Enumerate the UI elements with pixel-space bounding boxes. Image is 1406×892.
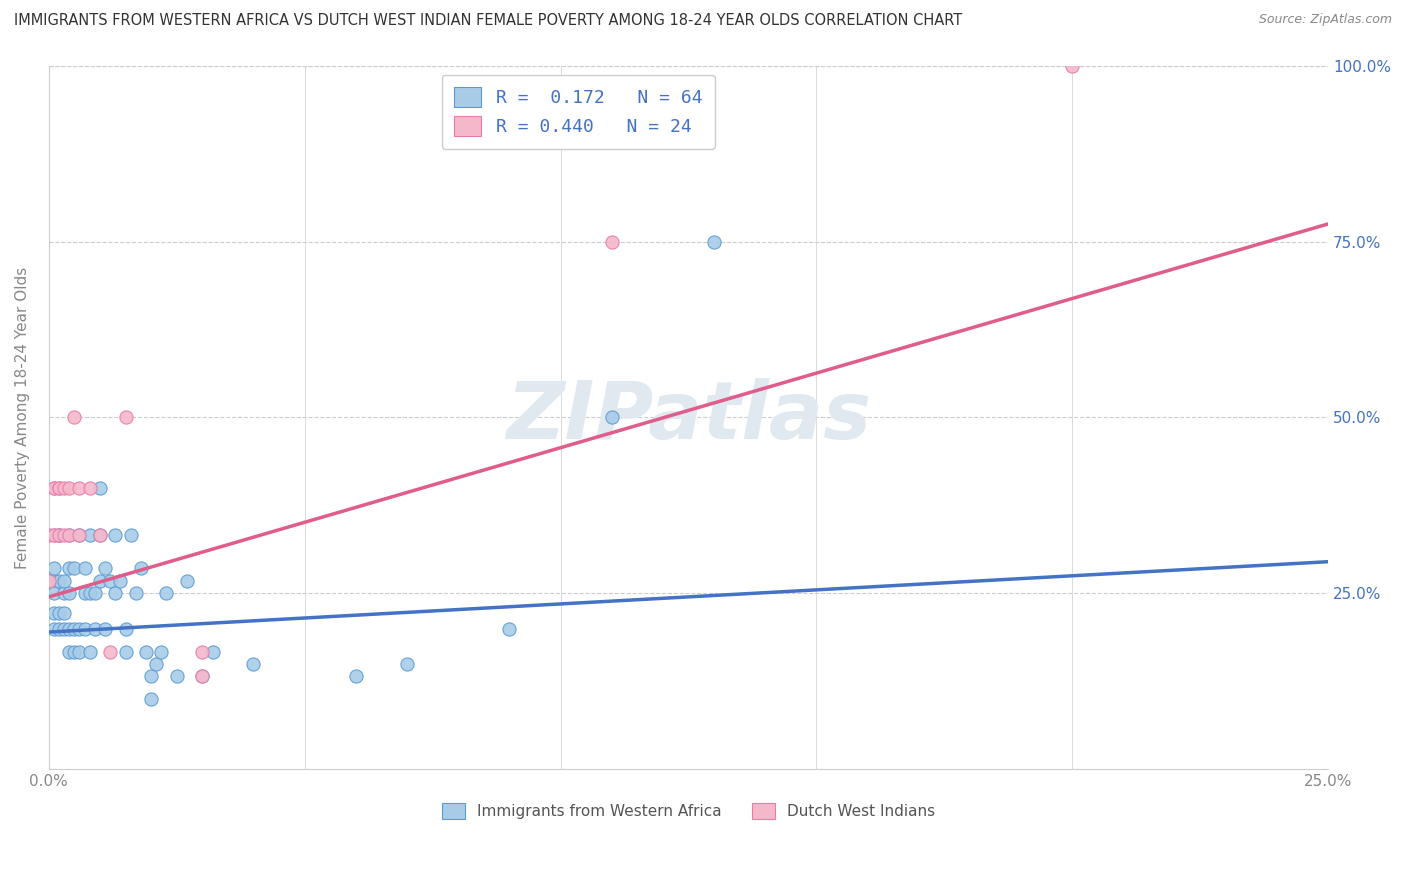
Point <box>42 528 65 542</box>
Point <box>89 528 111 542</box>
Point <box>703 235 725 249</box>
Point <box>83 622 105 636</box>
Point <box>53 622 76 636</box>
Point <box>79 586 101 600</box>
Point <box>69 481 91 495</box>
Point <box>135 645 157 659</box>
Point <box>73 622 96 636</box>
Point <box>58 481 80 495</box>
Point <box>58 561 80 575</box>
Point <box>155 586 177 600</box>
Point <box>42 622 65 636</box>
Point <box>53 574 76 589</box>
Point <box>42 481 65 495</box>
Point <box>58 622 80 636</box>
Point <box>58 645 80 659</box>
Point <box>53 481 76 495</box>
Point <box>79 481 101 495</box>
Point <box>150 645 173 659</box>
Point <box>176 574 198 589</box>
Point <box>38 528 60 542</box>
Point <box>1062 59 1084 73</box>
Point <box>42 561 65 575</box>
Point <box>89 574 111 589</box>
Point <box>42 528 65 542</box>
Point <box>38 574 60 589</box>
Point <box>94 561 117 575</box>
Point <box>242 657 264 671</box>
Point <box>48 481 70 495</box>
Point <box>63 622 86 636</box>
Point <box>139 669 162 683</box>
Point <box>48 574 70 589</box>
Point <box>191 669 214 683</box>
Point <box>53 528 76 542</box>
Point <box>600 235 623 249</box>
Point <box>89 528 111 542</box>
Point <box>48 528 70 542</box>
Point <box>58 528 80 542</box>
Point <box>139 692 162 706</box>
Point <box>120 528 142 542</box>
Point <box>48 528 70 542</box>
Point <box>201 645 224 659</box>
Point <box>114 645 136 659</box>
Point <box>129 561 152 575</box>
Point <box>42 574 65 589</box>
Point <box>73 586 96 600</box>
Point <box>53 586 76 600</box>
Point <box>53 606 76 620</box>
Point <box>38 574 60 589</box>
Point <box>191 645 214 659</box>
Point <box>48 606 70 620</box>
Point <box>79 645 101 659</box>
Point <box>69 528 91 542</box>
Point <box>166 669 188 683</box>
Point <box>110 574 132 589</box>
Point <box>191 669 214 683</box>
Point <box>79 528 101 542</box>
Point <box>89 481 111 495</box>
Point <box>125 586 148 600</box>
Point <box>63 561 86 575</box>
Point <box>104 528 127 542</box>
Point <box>42 481 65 495</box>
Y-axis label: Female Poverty Among 18-24 Year Olds: Female Poverty Among 18-24 Year Olds <box>15 267 30 568</box>
Point <box>104 586 127 600</box>
Point <box>114 410 136 425</box>
Point <box>48 481 70 495</box>
Point <box>69 645 91 659</box>
Point <box>114 622 136 636</box>
Point <box>94 622 117 636</box>
Point <box>600 410 623 425</box>
Point <box>42 586 65 600</box>
Point <box>73 561 96 575</box>
Point <box>83 586 105 600</box>
Point <box>344 669 367 683</box>
Point <box>98 645 121 659</box>
Point <box>69 622 91 636</box>
Legend: Immigrants from Western Africa, Dutch West Indians: Immigrants from Western Africa, Dutch We… <box>436 797 942 825</box>
Text: ZIPatlas: ZIPatlas <box>506 378 870 457</box>
Point <box>58 528 80 542</box>
Point <box>58 586 80 600</box>
Point <box>498 622 520 636</box>
Point <box>48 622 70 636</box>
Point <box>98 574 121 589</box>
Point <box>63 410 86 425</box>
Point <box>395 657 418 671</box>
Text: IMMIGRANTS FROM WESTERN AFRICA VS DUTCH WEST INDIAN FEMALE POVERTY AMONG 18-24 Y: IMMIGRANTS FROM WESTERN AFRICA VS DUTCH … <box>14 13 962 29</box>
Point <box>69 528 91 542</box>
Point <box>48 528 70 542</box>
Point <box>42 606 65 620</box>
Text: Source: ZipAtlas.com: Source: ZipAtlas.com <box>1258 13 1392 27</box>
Point <box>63 645 86 659</box>
Point <box>145 657 167 671</box>
